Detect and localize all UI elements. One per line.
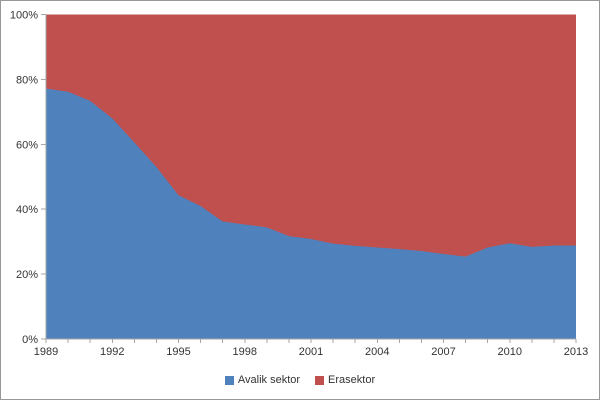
legend: Avalik sektor Erasektor [1,374,599,386]
legend-label-avalik-sektor: Avalik sektor [237,374,301,386]
x-axis-label: 1989 [34,346,58,358]
x-axis-label: 2007 [431,346,455,358]
legend-swatch-avalik-sektor-icon [224,375,234,385]
y-axis-label: 80% [16,74,38,86]
y-axis-label: 20% [16,269,38,281]
legend-item-avalik-sektor: Avalik sektor [224,374,301,386]
legend-label-erasektor: Erasektor [328,374,376,386]
legend-item-erasektor: Erasektor [315,374,375,386]
y-axis-label: 100% [10,10,38,22]
x-axis-label: 2001 [299,346,323,358]
y-axis-label: 0% [22,334,38,346]
y-axis-label: 40% [16,204,38,216]
y-axis-label: 60% [16,139,38,151]
area-avalik-sektor [46,88,576,340]
x-axis-label: 2010 [498,346,522,358]
x-axis-label: 1992 [100,346,124,358]
x-axis-label: 1995 [166,346,190,358]
x-axis-label: 2004 [365,346,389,358]
x-axis-label: 2013 [564,346,588,358]
legend-swatch-erasektor-icon [315,375,325,385]
x-axis-label: 1998 [233,346,257,358]
